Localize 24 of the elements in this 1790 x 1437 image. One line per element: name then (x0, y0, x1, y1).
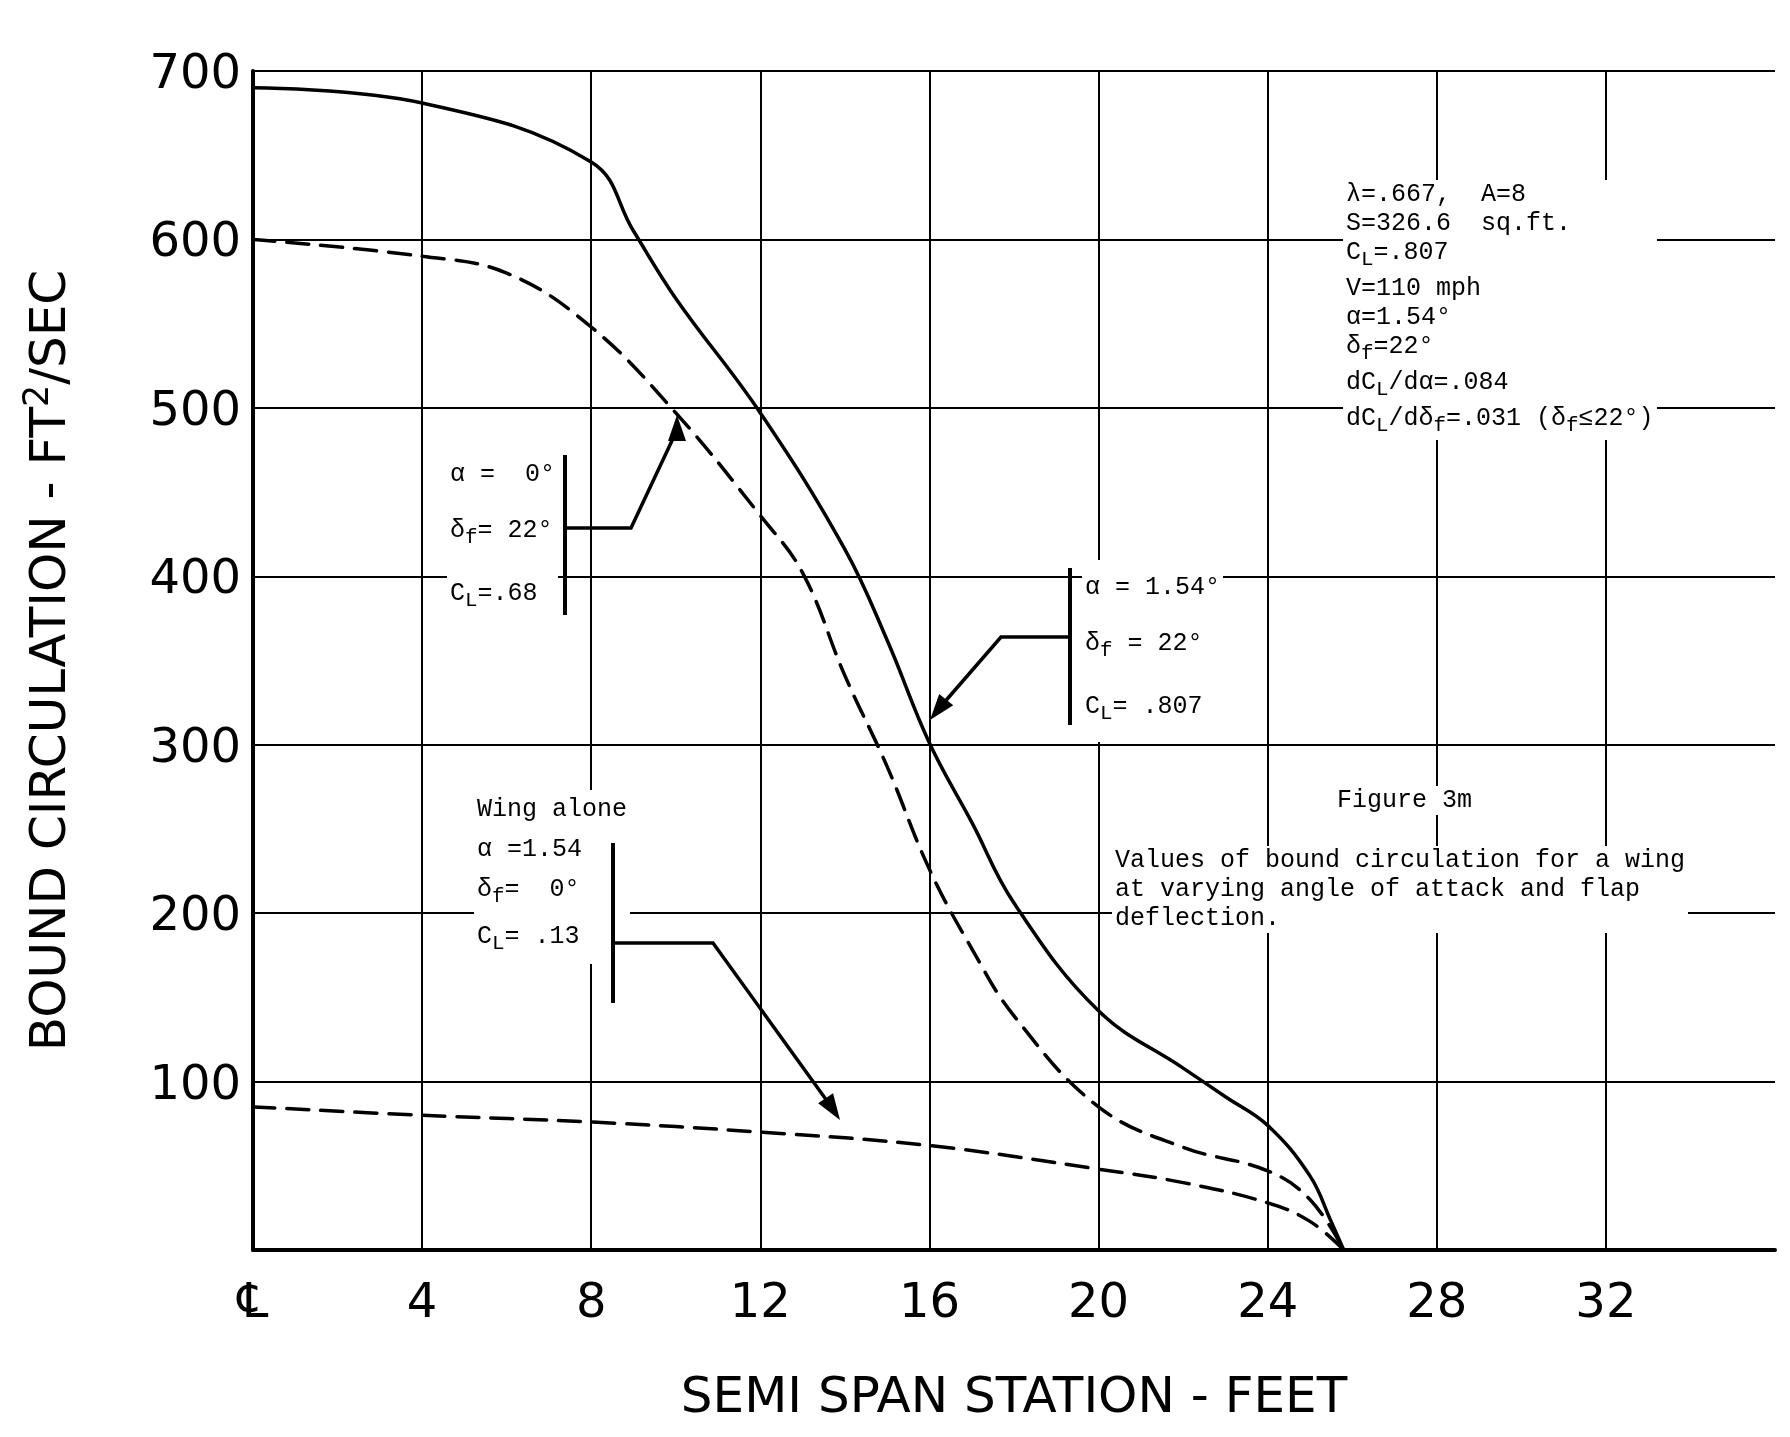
annotation: Values of bound circulation for a wing at varying angle of attack and flap deflection. (1112, 846, 1689, 933)
x-tick-label: 8 (575, 1272, 607, 1328)
x-tick-label: ℄ (236, 1272, 269, 1328)
x-tick-label: 16 (898, 1272, 960, 1328)
annotation: Wing alone α =1.54 δ$_{f}$= 0° C$_{L}$= .13 (474, 790, 631, 964)
y-tick-label: 700 (149, 43, 241, 99)
x-tick-label: 20 (1068, 1272, 1130, 1328)
y-tick-label: 500 (149, 379, 241, 436)
x-axis-title: SEMI SPAN STATION - FEET (680, 1366, 1348, 1424)
text: α = 1.54° δ$_{f}$ = 22° C$_{L}$= .807 (1085, 573, 1221, 725)
y-tick-label: 600 (149, 211, 241, 268)
x-tick-label: 24 (1237, 1272, 1299, 1328)
x-tick-label: 32 (1575, 1272, 1637, 1328)
y-tick-label: 300 (149, 716, 241, 773)
x-tick-label: 4 (406, 1272, 438, 1328)
y-tick-label: 100 (149, 1053, 241, 1110)
x-tick-label: 28 (1406, 1272, 1468, 1328)
annotation: Figure 3m (1334, 786, 1476, 815)
y-tick-label: 400 (149, 548, 241, 605)
text: λ=.667, A=8 S=326.6 sq.ft. C$_{L}$=.807 V=110 mph α=1.54° δ$_{f}$=22° dC$_{L}$/dα=.084 dC$_{L}$/dδ$_{f}$=.031 (δ$_{f}$≤22°) (1346, 180, 1654, 437)
y-tick-label: 200 (149, 885, 241, 942)
text: α = 0° δ$_{f}$= 22° C$_{L}$=.68 (450, 460, 556, 612)
y-axis-title: BOUND CIRCULATION - FT2/SEC (15, 269, 77, 1052)
x-tick-label: 12 (729, 1272, 791, 1328)
